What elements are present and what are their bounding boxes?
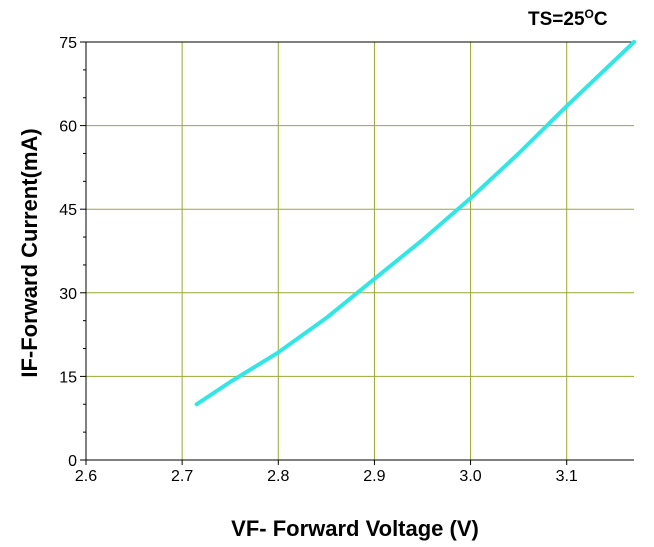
tick-labels: 2.6 2.7 2.8 2.9 3.0 3.1 0 15 30 45 60 75 bbox=[59, 35, 578, 485]
grid-lines bbox=[86, 42, 634, 460]
series bbox=[194, 40, 636, 407]
y-tick-label: 45 bbox=[59, 202, 77, 219]
y-tick-label: 75 bbox=[59, 35, 77, 52]
x-tick-label: 2.8 bbox=[267, 468, 289, 485]
y-tick-label: 30 bbox=[59, 286, 77, 303]
axes bbox=[80, 41, 634, 465]
x-tick-label: 3.1 bbox=[556, 468, 578, 485]
annotation-superscript: O bbox=[585, 7, 594, 21]
annotation-main: TS=25 bbox=[528, 9, 585, 30]
annotation-suffix: C bbox=[594, 9, 608, 30]
x-tick-label: 2.7 bbox=[171, 468, 193, 485]
x-axis-label: VF- Forward Voltage (V) bbox=[231, 516, 479, 541]
y-axis-label: IF-Forward Current(mA) bbox=[17, 128, 42, 377]
iv-curve-line bbox=[194, 40, 636, 407]
x-tick-label: 2.9 bbox=[363, 468, 385, 485]
y-tick-label: 60 bbox=[59, 119, 77, 136]
temperature-annotation: TS=25OC bbox=[528, 7, 608, 30]
y-tick-label: 0 bbox=[68, 453, 77, 470]
y-tick-label: 15 bbox=[59, 369, 77, 386]
x-tick-label: 2.6 bbox=[75, 468, 97, 485]
x-tick-label: 3.0 bbox=[459, 468, 481, 485]
